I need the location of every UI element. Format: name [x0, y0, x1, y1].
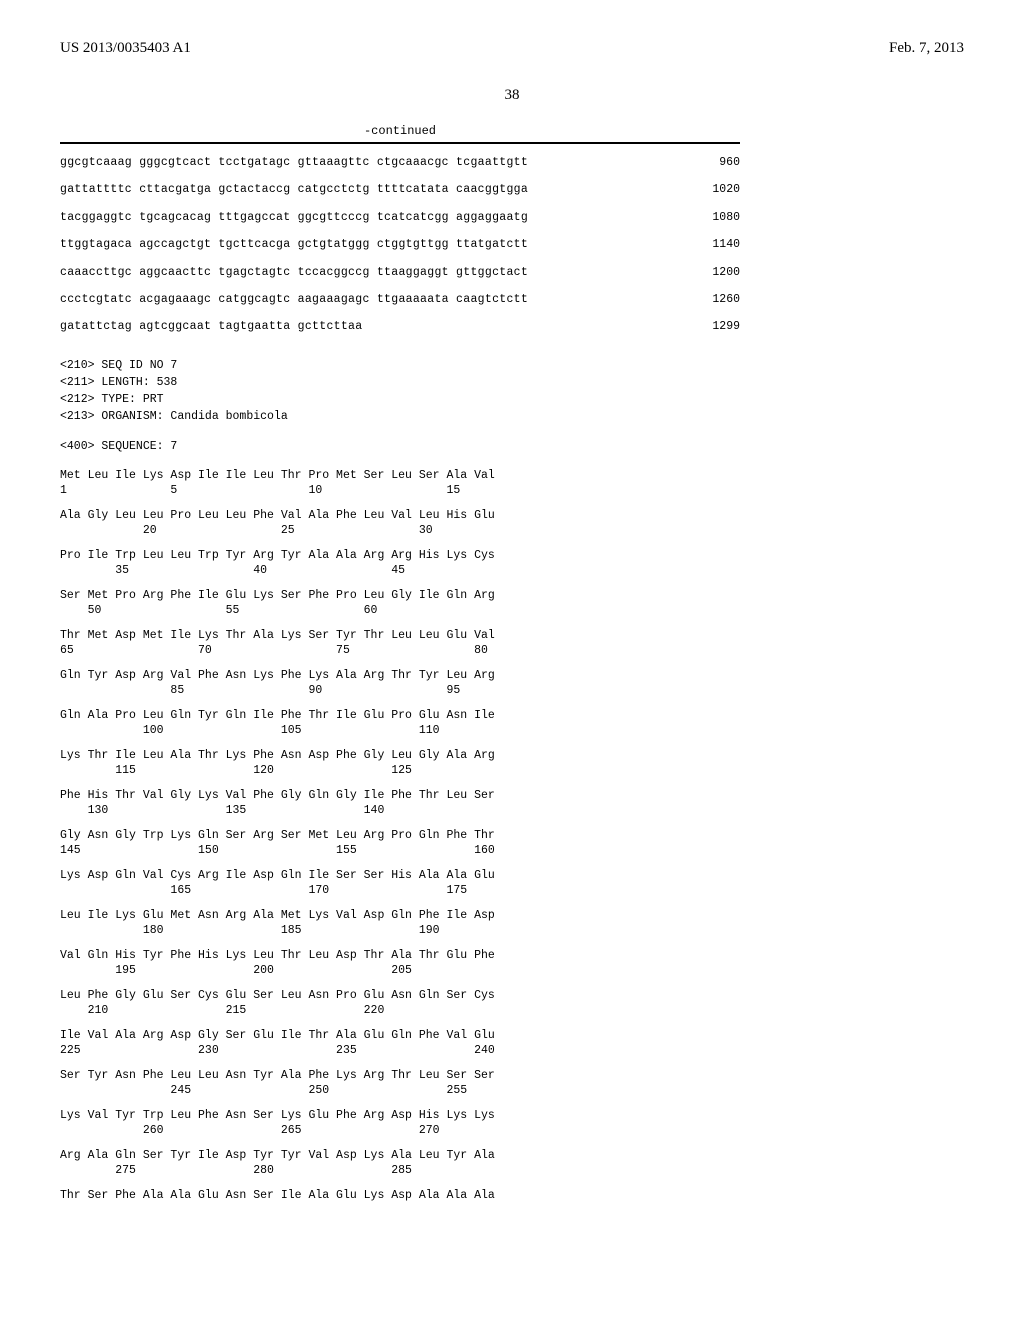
nucleotide-sequence: tacggaggtc tgcagcacag tttgagccat ggcgttc…: [60, 209, 528, 227]
amino-acid-line: Gln Ala Pro Leu Gln Tyr Gln Ile Phe Thr …: [60, 709, 740, 722]
amino-acid-line: Ala Gly Leu Leu Pro Leu Leu Phe Val Ala …: [60, 509, 740, 522]
amino-acid-line: Val Gln His Tyr Phe His Lys Leu Thr Leu …: [60, 949, 740, 962]
protein-row: Gln Ala Pro Leu Gln Tyr Gln Ile Phe Thr …: [60, 709, 740, 737]
amino-acid-line: Leu Phe Gly Glu Ser Cys Glu Ser Leu Asn …: [60, 989, 740, 1002]
divider: [60, 142, 740, 144]
protein-sequence-block: Met Leu Ile Lys Asp Ile Ile Leu Thr Pro …: [60, 469, 740, 1202]
nucleotide-row: ccctcgtatc acgagaaagc catggcagtc aagaaag…: [60, 291, 740, 309]
position-line: 180 185 190: [60, 924, 740, 937]
amino-acid-line: Met Leu Ile Lys Asp Ile Ile Leu Thr Pro …: [60, 469, 740, 482]
seq-number-line: <400> SEQUENCE: 7: [60, 438, 740, 455]
protein-row: Lys Val Tyr Trp Leu Phe Asn Ser Lys Glu …: [60, 1109, 740, 1137]
amino-acid-line: Arg Ala Gln Ser Tyr Ile Asp Tyr Tyr Val …: [60, 1149, 740, 1162]
nucleotide-row: tacggaggtc tgcagcacag tttgagccat ggcgttc…: [60, 209, 740, 227]
nucleotide-sequence: gattattttc cttacgatga gctactaccg catgcct…: [60, 181, 528, 199]
amino-acid-line: Thr Met Asp Met Ile Lys Thr Ala Lys Ser …: [60, 629, 740, 642]
amino-acid-line: Ile Val Ala Arg Asp Gly Ser Glu Ile Thr …: [60, 1029, 740, 1042]
page-header: US 2013/0035403 A1 Feb. 7, 2013: [60, 40, 964, 57]
nucleotide-row: ggcgtcaaag gggcgtcact tcctgatagc gttaaag…: [60, 154, 740, 172]
protein-row: Lys Asp Gln Val Cys Arg Ile Asp Gln Ile …: [60, 869, 740, 897]
protein-row: Gly Asn Gly Trp Lys Gln Ser Arg Ser Met …: [60, 829, 740, 857]
amino-acid-line: Lys Asp Gln Val Cys Arg Ile Asp Gln Ile …: [60, 869, 740, 882]
nucleotide-sequence: gatattctag agtcggcaat tagtgaatta gcttctt…: [60, 318, 362, 336]
amino-acid-line: Lys Val Tyr Trp Leu Phe Asn Ser Lys Glu …: [60, 1109, 740, 1122]
protein-row: Gln Tyr Asp Arg Val Phe Asn Lys Phe Lys …: [60, 669, 740, 697]
seq-id-line: <210> SEQ ID NO 7: [60, 357, 740, 374]
nucleotide-position: 1260: [690, 291, 740, 309]
protein-row: Thr Met Asp Met Ile Lys Thr Ala Lys Ser …: [60, 629, 740, 657]
amino-acid-line: Ser Tyr Asn Phe Leu Leu Asn Tyr Ala Phe …: [60, 1069, 740, 1082]
nucleotide-position: 1299: [690, 318, 740, 336]
position-line: 50 55 60: [60, 604, 740, 617]
amino-acid-line: Phe His Thr Val Gly Lys Val Phe Gly Gln …: [60, 789, 740, 802]
nucleotide-row: caaaccttgc aggcaacttc tgagctagtc tccacgg…: [60, 264, 740, 282]
protein-row: Pro Ile Trp Leu Leu Trp Tyr Arg Tyr Ala …: [60, 549, 740, 577]
protein-row: Ile Val Ala Arg Asp Gly Ser Glu Ile Thr …: [60, 1029, 740, 1057]
position-line: 100 105 110: [60, 724, 740, 737]
nucleotide-position: 1020: [690, 181, 740, 199]
protein-row: Arg Ala Gln Ser Tyr Ile Asp Tyr Tyr Val …: [60, 1149, 740, 1177]
seq-length-line: <211> LENGTH: 538: [60, 374, 740, 391]
nucleotide-position: 1200: [690, 264, 740, 282]
amino-acid-line: Ser Met Pro Arg Phe Ile Glu Lys Ser Phe …: [60, 589, 740, 602]
position-line: 115 120 125: [60, 764, 740, 777]
seq-organism-line: <213> ORGANISM: Candida bombicola: [60, 408, 740, 425]
amino-acid-line: Gly Asn Gly Trp Lys Gln Ser Arg Ser Met …: [60, 829, 740, 842]
protein-row: Ser Tyr Asn Phe Leu Leu Asn Tyr Ala Phe …: [60, 1069, 740, 1097]
nucleotide-row: gattattttc cttacgatga gctactaccg catgcct…: [60, 181, 740, 199]
position-line: 85 90 95: [60, 684, 740, 697]
amino-acid-line: Pro Ile Trp Leu Leu Trp Tyr Arg Tyr Ala …: [60, 549, 740, 562]
position-line: 145 150 155 160: [60, 844, 740, 857]
nucleotide-row: ttggtagaca agccagctgt tgcttcacga gctgtat…: [60, 236, 740, 254]
protein-row: Val Gln His Tyr Phe His Lys Leu Thr Leu …: [60, 949, 740, 977]
protein-row: Met Leu Ile Lys Asp Ile Ile Leu Thr Pro …: [60, 469, 740, 497]
nucleotide-sequence: ccctcgtatc acgagaaagc catggcagtc aagaaag…: [60, 291, 528, 309]
protein-row: Ala Gly Leu Leu Pro Leu Leu Phe Val Ala …: [60, 509, 740, 537]
seq-type-line: <212> TYPE: PRT: [60, 391, 740, 408]
position-line: 195 200 205: [60, 964, 740, 977]
nucleotide-position: 1140: [690, 236, 740, 254]
doc-id: US 2013/0035403 A1: [60, 40, 191, 57]
nucleotide-position: 960: [690, 154, 740, 172]
continued-label: -continued: [60, 124, 740, 138]
position-line: 225 230 235 240: [60, 1044, 740, 1057]
amino-acid-line: Gln Tyr Asp Arg Val Phe Asn Lys Phe Lys …: [60, 669, 740, 682]
protein-row: Leu Ile Lys Glu Met Asn Arg Ala Met Lys …: [60, 909, 740, 937]
amino-acid-line: Leu Ile Lys Glu Met Asn Arg Ala Met Lys …: [60, 909, 740, 922]
protein-row: Ser Met Pro Arg Phe Ile Glu Lys Ser Phe …: [60, 589, 740, 617]
position-line: 1 5 10 15: [60, 484, 740, 497]
nucleotide-position: 1080: [690, 209, 740, 227]
amino-acid-line: Thr Ser Phe Ala Ala Glu Asn Ser Ile Ala …: [60, 1189, 740, 1202]
position-line: 35 40 45: [60, 564, 740, 577]
position-line: 130 135 140: [60, 804, 740, 817]
nucleotide-sequence-block: ggcgtcaaag gggcgtcact tcctgatagc gttaaag…: [60, 154, 740, 337]
nucleotide-sequence: ggcgtcaaag gggcgtcact tcctgatagc gttaaag…: [60, 154, 528, 172]
protein-row: Phe His Thr Val Gly Lys Val Phe Gly Gln …: [60, 789, 740, 817]
sequence-metadata: <210> SEQ ID NO 7 <211> LENGTH: 538 <212…: [60, 357, 740, 455]
protein-row: Thr Ser Phe Ala Ala Glu Asn Ser Ile Ala …: [60, 1189, 740, 1202]
protein-row: Leu Phe Gly Glu Ser Cys Glu Ser Leu Asn …: [60, 989, 740, 1017]
nucleotide-sequence: caaaccttgc aggcaacttc tgagctagtc tccacgg…: [60, 264, 528, 282]
position-line: 260 265 270: [60, 1124, 740, 1137]
nucleotide-sequence: ttggtagaca agccagctgt tgcttcacga gctgtat…: [60, 236, 528, 254]
protein-row: Lys Thr Ile Leu Ala Thr Lys Phe Asn Asp …: [60, 749, 740, 777]
pub-date: Feb. 7, 2013: [889, 40, 964, 57]
position-line: 165 170 175: [60, 884, 740, 897]
page-number: 38: [60, 87, 964, 104]
position-line: 275 280 285: [60, 1164, 740, 1177]
nucleotide-row: gatattctag agtcggcaat tagtgaatta gcttctt…: [60, 318, 740, 336]
position-line: 245 250 255: [60, 1084, 740, 1097]
position-line: 65 70 75 80: [60, 644, 740, 657]
position-line: 210 215 220: [60, 1004, 740, 1017]
amino-acid-line: Lys Thr Ile Leu Ala Thr Lys Phe Asn Asp …: [60, 749, 740, 762]
position-line: 20 25 30: [60, 524, 740, 537]
